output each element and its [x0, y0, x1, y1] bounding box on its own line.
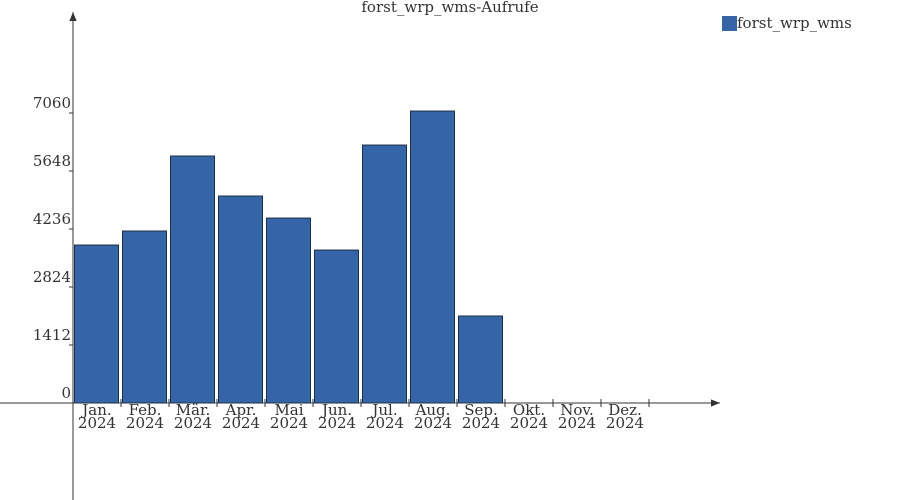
chart-title: forst_wrp_wms-Aufrufe: [361, 0, 538, 16]
x-tick-label: 2024: [558, 414, 596, 432]
x-tick-label: 2024: [174, 414, 212, 432]
x-tick-label: 2024: [462, 414, 500, 432]
x-tick-label: 2024: [366, 414, 404, 432]
x-tick-label: Jan.: [80, 401, 111, 419]
x-tick-label: Feb.: [129, 401, 162, 419]
x-tick-label: Jun.: [320, 401, 352, 419]
x-tick-label: Apr.: [225, 401, 257, 419]
y-tick-label: 2824: [33, 268, 71, 286]
x-tick-label: 2024: [222, 414, 260, 432]
x-tick-label: Aug.: [415, 401, 451, 419]
bar: [218, 195, 263, 404]
bar: [458, 315, 503, 404]
x-tick-label: Mai: [274, 401, 303, 419]
x-tick-label: Nov.: [560, 401, 594, 419]
bar: [410, 110, 455, 404]
legend-swatch: [722, 16, 737, 31]
bar: [122, 230, 167, 404]
x-tick-label: Okt.: [513, 401, 545, 419]
bar: [314, 249, 359, 404]
x-tick-label: 2024: [510, 414, 548, 432]
x-tick-label: 2024: [318, 414, 356, 432]
x-tick-label: 2024: [606, 414, 644, 432]
x-tick-label: Mär.: [176, 401, 211, 419]
bar: [74, 244, 119, 404]
y-tick-label: 0: [61, 384, 71, 402]
x-tick-label: Dez.: [608, 401, 642, 419]
x-tick-label: Sep.: [464, 401, 498, 419]
y-tick-label: 7060: [33, 94, 71, 112]
x-tick-label: Jul.: [370, 401, 397, 419]
y-tick-label: 4236: [33, 210, 71, 228]
legend-label: forst_wrp_wms: [737, 14, 852, 32]
x-tick-label: 2024: [270, 414, 308, 432]
x-tick-label: 2024: [414, 414, 452, 432]
x-tick-label: 2024: [78, 414, 116, 432]
y-tick-label: 1412: [33, 326, 71, 344]
bar: [266, 217, 311, 404]
bar: [362, 144, 407, 404]
y-tick-label: 5648: [33, 152, 71, 170]
bar: [170, 155, 215, 404]
x-tick-label: 2024: [126, 414, 164, 432]
